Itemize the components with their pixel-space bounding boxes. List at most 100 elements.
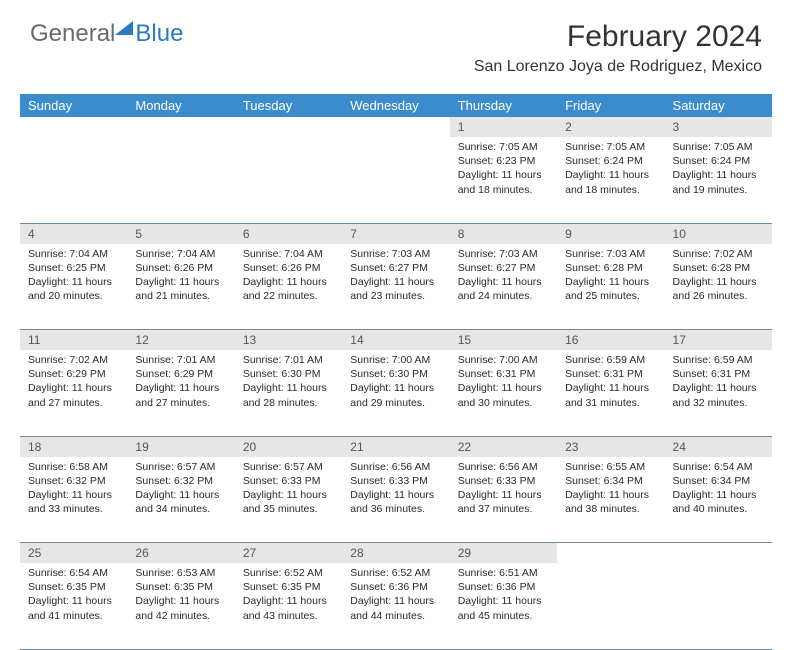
day-body-cell: Sunrise: 7:02 AMSunset: 6:28 PMDaylight:… [665, 244, 772, 330]
sunset-line: Sunset: 6:31 PM [458, 367, 549, 381]
weekday-header-cell: Sunday [20, 94, 127, 117]
daylight-line: Daylight: 11 hours and 36 minutes. [350, 488, 441, 516]
sunset-line: Sunset: 6:35 PM [28, 580, 119, 594]
weekday-header-cell: Saturday [665, 94, 772, 117]
day-body-cell [557, 563, 664, 649]
daylight-line: Daylight: 11 hours and 38 minutes. [565, 488, 656, 516]
day-number-cell [20, 117, 127, 137]
sunset-line: Sunset: 6:24 PM [565, 154, 656, 168]
sunrise-line: Sunrise: 6:52 AM [243, 566, 334, 580]
sunset-line: Sunset: 6:31 PM [673, 367, 764, 381]
day-number-cell: 10 [665, 223, 772, 244]
sunrise-line: Sunrise: 6:59 AM [673, 353, 764, 367]
day-number-cell: 28 [342, 543, 449, 564]
daylight-line: Daylight: 11 hours and 25 minutes. [565, 275, 656, 303]
daylight-line: Daylight: 11 hours and 44 minutes. [350, 594, 441, 622]
day-body-cell: Sunrise: 6:57 AMSunset: 6:32 PMDaylight:… [127, 457, 234, 543]
day-body-cell: Sunrise: 6:56 AMSunset: 6:33 PMDaylight:… [342, 457, 449, 543]
sunrise-line: Sunrise: 6:53 AM [135, 566, 226, 580]
day-number-cell: 1 [450, 117, 557, 137]
sunrise-line: Sunrise: 6:56 AM [350, 460, 441, 474]
day-details: Sunrise: 6:58 AMSunset: 6:32 PMDaylight:… [20, 457, 127, 523]
sunset-line: Sunset: 6:34 PM [565, 474, 656, 488]
day-body-cell: Sunrise: 7:05 AMSunset: 6:24 PMDaylight:… [665, 137, 772, 223]
sunrise-line: Sunrise: 6:56 AM [458, 460, 549, 474]
day-body-cell: Sunrise: 6:58 AMSunset: 6:32 PMDaylight:… [20, 457, 127, 543]
daylight-line: Daylight: 11 hours and 42 minutes. [135, 594, 226, 622]
sunset-line: Sunset: 6:31 PM [565, 367, 656, 381]
day-body-cell: Sunrise: 7:04 AMSunset: 6:26 PMDaylight:… [235, 244, 342, 330]
sunset-line: Sunset: 6:34 PM [673, 474, 764, 488]
sunrise-line: Sunrise: 7:02 AM [673, 247, 764, 261]
brand-part1: General [30, 20, 115, 48]
day-number-cell: 23 [557, 436, 664, 457]
day-number-cell: 17 [665, 330, 772, 351]
sunrise-line: Sunrise: 7:05 AM [565, 140, 656, 154]
sunrise-line: Sunrise: 7:04 AM [28, 247, 119, 261]
day-number-cell: 4 [20, 223, 127, 244]
day-details: Sunrise: 6:54 AMSunset: 6:35 PMDaylight:… [20, 563, 127, 629]
day-number-row: 45678910 [20, 223, 772, 244]
sunrise-line: Sunrise: 7:03 AM [458, 247, 549, 261]
sunrise-line: Sunrise: 7:00 AM [350, 353, 441, 367]
day-number-cell: 22 [450, 436, 557, 457]
sunset-line: Sunset: 6:29 PM [135, 367, 226, 381]
sunset-line: Sunset: 6:27 PM [458, 261, 549, 275]
day-details: Sunrise: 7:00 AMSunset: 6:31 PMDaylight:… [450, 350, 557, 416]
day-number-cell: 6 [235, 223, 342, 244]
day-number-cell: 20 [235, 436, 342, 457]
day-details: Sunrise: 7:03 AMSunset: 6:28 PMDaylight:… [557, 244, 664, 310]
sunset-line: Sunset: 6:30 PM [243, 367, 334, 381]
day-body-cell: Sunrise: 6:59 AMSunset: 6:31 PMDaylight:… [557, 350, 664, 436]
sunset-line: Sunset: 6:26 PM [243, 261, 334, 275]
day-details: Sunrise: 7:02 AMSunset: 6:28 PMDaylight:… [665, 244, 772, 310]
day-details: Sunrise: 6:55 AMSunset: 6:34 PMDaylight:… [557, 457, 664, 523]
sunset-line: Sunset: 6:29 PM [28, 367, 119, 381]
day-number-cell: 18 [20, 436, 127, 457]
sunrise-line: Sunrise: 7:01 AM [135, 353, 226, 367]
day-body-cell: Sunrise: 6:52 AMSunset: 6:35 PMDaylight:… [235, 563, 342, 649]
title-block: February 2024 San Lorenzo Joya de Rodrig… [474, 20, 762, 76]
daylight-line: Daylight: 11 hours and 27 minutes. [28, 381, 119, 409]
sunset-line: Sunset: 6:36 PM [350, 580, 441, 594]
day-details: Sunrise: 7:03 AMSunset: 6:27 PMDaylight:… [342, 244, 449, 310]
day-number-cell: 24 [665, 436, 772, 457]
sunrise-line: Sunrise: 6:54 AM [673, 460, 764, 474]
brand-logo: General Blue [30, 20, 183, 48]
day-number-cell: 5 [127, 223, 234, 244]
day-body-row: Sunrise: 7:02 AMSunset: 6:29 PMDaylight:… [20, 350, 772, 436]
day-details: Sunrise: 6:52 AMSunset: 6:36 PMDaylight:… [342, 563, 449, 629]
day-number-cell: 8 [450, 223, 557, 244]
daylight-line: Daylight: 11 hours and 41 minutes. [28, 594, 119, 622]
daylight-line: Daylight: 11 hours and 35 minutes. [243, 488, 334, 516]
sunrise-line: Sunrise: 7:02 AM [28, 353, 119, 367]
day-number-cell: 16 [557, 330, 664, 351]
sunset-line: Sunset: 6:26 PM [135, 261, 226, 275]
daylight-line: Daylight: 11 hours and 18 minutes. [565, 168, 656, 196]
day-number-cell [235, 117, 342, 137]
day-number-cell [665, 543, 772, 564]
day-details: Sunrise: 6:56 AMSunset: 6:33 PMDaylight:… [342, 457, 449, 523]
sunset-line: Sunset: 6:33 PM [458, 474, 549, 488]
sunrise-line: Sunrise: 6:51 AM [458, 566, 549, 580]
sunset-line: Sunset: 6:33 PM [350, 474, 441, 488]
sunset-line: Sunset: 6:35 PM [243, 580, 334, 594]
day-number-cell: 25 [20, 543, 127, 564]
day-body-cell: Sunrise: 6:54 AMSunset: 6:35 PMDaylight:… [20, 563, 127, 649]
daylight-line: Daylight: 11 hours and 20 minutes. [28, 275, 119, 303]
day-number-cell: 19 [127, 436, 234, 457]
day-details: Sunrise: 6:59 AMSunset: 6:31 PMDaylight:… [557, 350, 664, 416]
daylight-line: Daylight: 11 hours and 33 minutes. [28, 488, 119, 516]
daylight-line: Daylight: 11 hours and 34 minutes. [135, 488, 226, 516]
day-details: Sunrise: 7:04 AMSunset: 6:26 PMDaylight:… [127, 244, 234, 310]
location-subtitle: San Lorenzo Joya de Rodriguez, Mexico [474, 58, 762, 76]
day-details: Sunrise: 7:05 AMSunset: 6:24 PMDaylight:… [665, 137, 772, 203]
sunrise-line: Sunrise: 6:52 AM [350, 566, 441, 580]
daylight-line: Daylight: 11 hours and 21 minutes. [135, 275, 226, 303]
sunset-line: Sunset: 6:28 PM [565, 261, 656, 275]
day-number-cell: 9 [557, 223, 664, 244]
weekday-header-cell: Thursday [450, 94, 557, 117]
day-details: Sunrise: 7:03 AMSunset: 6:27 PMDaylight:… [450, 244, 557, 310]
weekday-header-cell: Friday [557, 94, 664, 117]
sunrise-line: Sunrise: 7:04 AM [243, 247, 334, 261]
